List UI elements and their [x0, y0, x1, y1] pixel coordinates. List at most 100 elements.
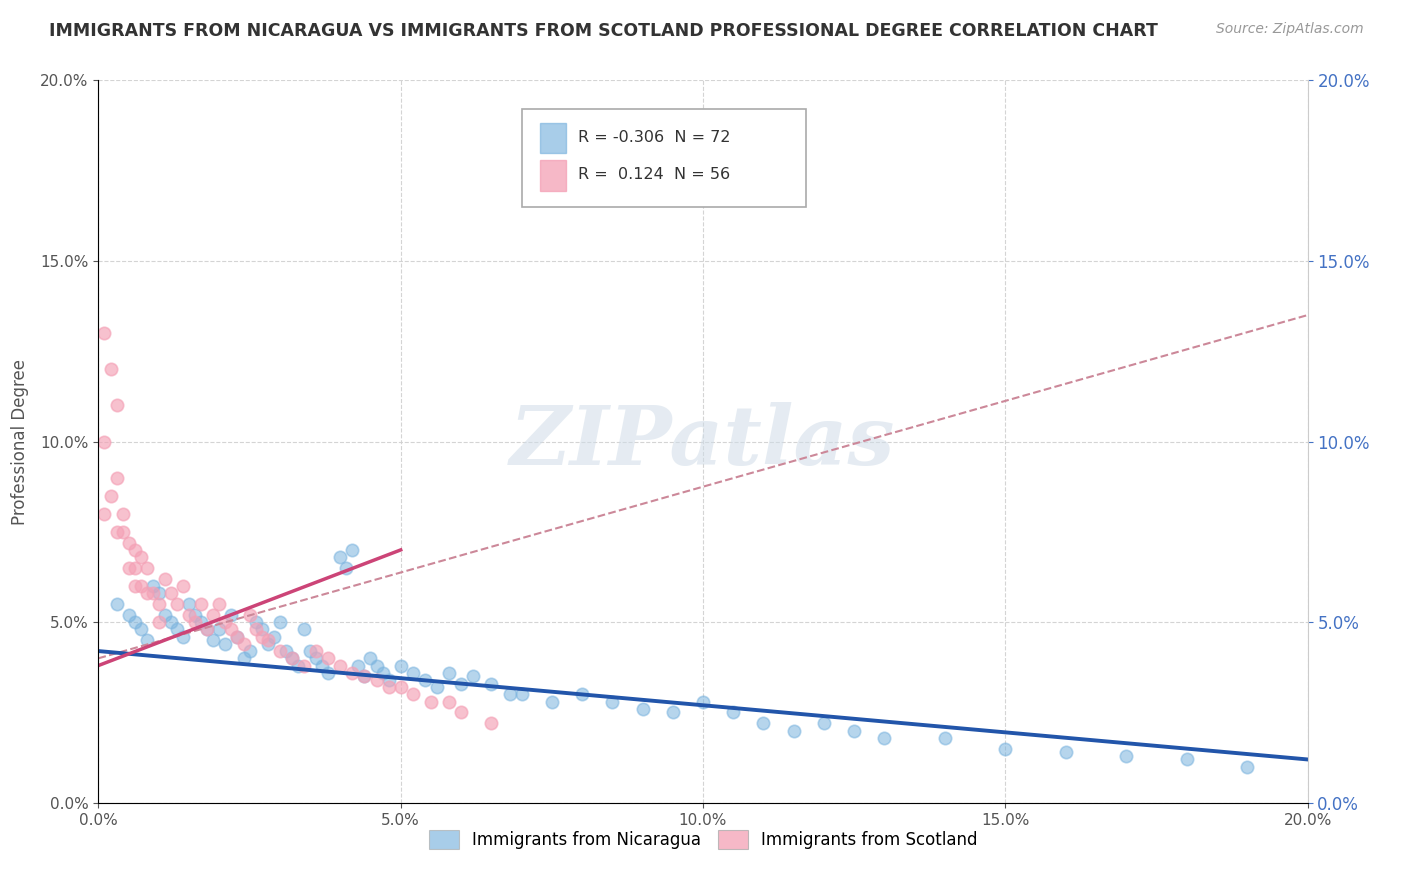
Point — [1236, 760, 1258, 774]
Point — [166, 623, 188, 637]
Point — [311, 658, 333, 673]
Point — [135, 633, 157, 648]
Point — [172, 630, 194, 644]
Point — [783, 723, 806, 738]
Point — [105, 524, 128, 539]
Point — [105, 398, 128, 412]
Point — [118, 607, 141, 622]
Point — [208, 623, 231, 637]
Point — [631, 702, 654, 716]
Point — [360, 651, 382, 665]
Point — [239, 607, 262, 622]
Point — [105, 471, 128, 485]
Point — [1054, 745, 1077, 759]
Point — [160, 586, 183, 600]
Point — [463, 669, 485, 683]
Point — [208, 597, 231, 611]
Point — [402, 687, 425, 701]
Point — [195, 623, 218, 637]
Point — [366, 658, 388, 673]
Point — [269, 644, 291, 658]
Point — [256, 633, 278, 648]
Point — [153, 572, 176, 586]
Point — [184, 615, 207, 630]
Point — [281, 651, 304, 665]
Point — [305, 644, 328, 658]
Point — [124, 561, 146, 575]
Point — [263, 630, 285, 644]
Point — [510, 687, 533, 701]
Point — [245, 623, 267, 637]
Point — [135, 561, 157, 575]
Point — [195, 623, 218, 637]
Point — [498, 687, 520, 701]
Point — [353, 669, 375, 683]
Point — [994, 741, 1017, 756]
Point — [172, 579, 194, 593]
Point — [292, 658, 315, 673]
Point — [347, 658, 370, 673]
Point — [316, 651, 339, 665]
Point — [305, 651, 328, 665]
Point — [389, 658, 412, 673]
Point — [481, 676, 503, 690]
Point — [813, 716, 835, 731]
Point — [389, 680, 412, 694]
Point — [118, 561, 141, 575]
Point — [202, 633, 225, 648]
Point — [142, 579, 165, 593]
Point — [93, 434, 115, 449]
Point — [752, 716, 775, 731]
Point — [129, 579, 152, 593]
Point — [124, 542, 146, 557]
Point — [190, 597, 212, 611]
Point — [250, 630, 273, 644]
Point — [426, 680, 449, 694]
Point — [329, 658, 352, 673]
FancyBboxPatch shape — [522, 109, 806, 207]
Point — [402, 665, 425, 680]
Point — [148, 597, 170, 611]
Point — [413, 673, 436, 687]
Point — [571, 687, 593, 701]
Point — [299, 644, 322, 658]
Point — [292, 623, 315, 637]
Bar — [540, 123, 567, 153]
Point — [142, 586, 165, 600]
Point — [1115, 748, 1137, 763]
Point — [342, 665, 364, 680]
Point — [232, 651, 254, 665]
Point — [1175, 752, 1198, 766]
Y-axis label: Professional Degree: Professional Degree — [11, 359, 30, 524]
Point — [124, 615, 146, 630]
Point — [129, 550, 152, 565]
Point — [148, 586, 170, 600]
Point — [160, 615, 183, 630]
Point — [437, 665, 460, 680]
Point — [111, 524, 134, 539]
Point — [214, 615, 236, 630]
Point — [190, 615, 212, 630]
Point — [329, 550, 352, 565]
Point — [221, 607, 243, 622]
Point — [269, 615, 291, 630]
Point — [723, 706, 745, 720]
Point — [93, 507, 115, 521]
Point — [239, 644, 262, 658]
Text: IMMIGRANTS FROM NICARAGUA VS IMMIGRANTS FROM SCOTLAND PROFESSIONAL DEGREE CORREL: IMMIGRANTS FROM NICARAGUA VS IMMIGRANTS … — [49, 22, 1159, 40]
Point — [353, 669, 375, 683]
Point — [692, 695, 714, 709]
Point — [366, 673, 388, 687]
Point — [135, 586, 157, 600]
Point — [540, 695, 562, 709]
Point — [281, 651, 304, 665]
Point — [179, 607, 201, 622]
Point — [153, 607, 176, 622]
Point — [377, 673, 399, 687]
Point — [602, 695, 624, 709]
Point — [202, 607, 225, 622]
Point — [250, 623, 273, 637]
Text: R = -0.306  N = 72: R = -0.306 N = 72 — [578, 130, 731, 145]
Point — [100, 489, 122, 503]
Legend: Immigrants from Nicaragua, Immigrants from Scotland: Immigrants from Nicaragua, Immigrants fr… — [422, 823, 984, 856]
